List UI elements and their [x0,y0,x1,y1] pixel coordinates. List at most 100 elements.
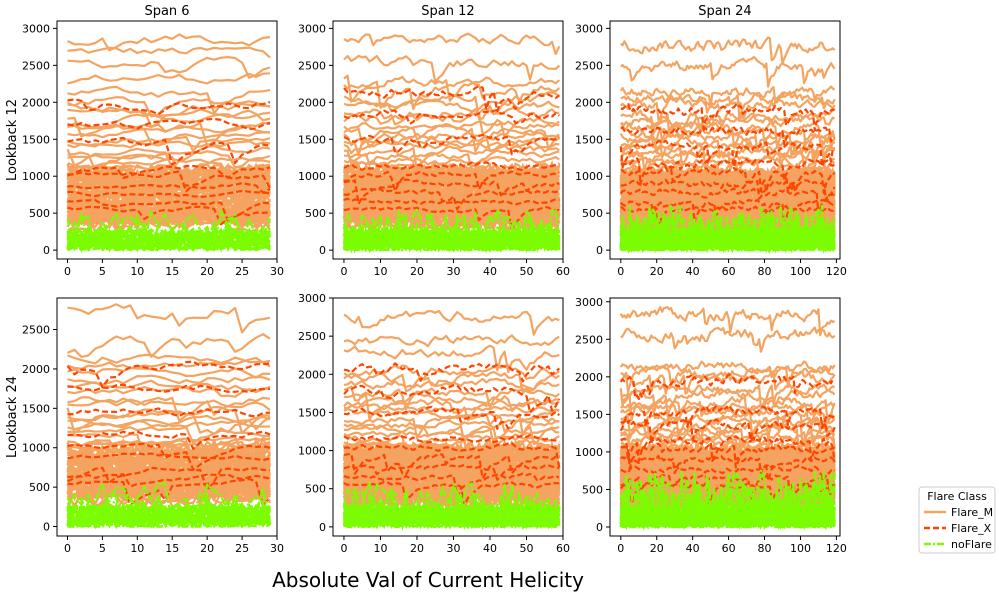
series-line-flare-x [343,384,561,414]
x-tick-label: 50 [519,265,533,278]
series-line-flare-m [343,74,561,103]
x-tick-label: 0 [617,265,624,278]
x-tick-label: 0 [617,542,624,555]
series-line-flare-m [67,33,271,52]
series-line-noflare [67,229,271,252]
series-line-flare-m [343,54,561,83]
series-line-flare-m [343,459,561,485]
x-tick-label: 30 [446,265,460,278]
y-tick-label: 3000 [575,22,603,35]
legend: Flare Class Flare_M Flare_X noFlare [918,486,996,554]
series-line-flare-x [343,405,561,430]
series-line-noflare [66,481,272,527]
series-line-flare-x [343,197,560,206]
subplot-grid: 0 5 10 15 20 25 30050010001500200025003000Span… [5,4,847,555]
y-tick-label: 1500 [575,133,603,146]
series-line-flare-x [67,136,271,166]
x-tick-label: 60 [556,265,570,278]
series-line-flare-m [620,55,836,88]
series-line-flare-x [67,473,271,488]
y-tick-label: 1000 [22,170,50,183]
y-tick-label: 1000 [575,446,603,459]
series-line-flare-x [66,360,271,389]
axes-frame [609,297,841,537]
x-tick-label: 120 [826,265,847,278]
series-line-flare-m [66,164,272,188]
series-line-flare-x [343,205,560,231]
series-line-flare-x [343,442,561,468]
x-tick-label: 0 [64,542,71,555]
x-tick-label: 40 [686,265,700,278]
y-tick-label: 0 [319,244,326,257]
series-line-flare-x [343,472,560,498]
y-tick-label: 1500 [575,408,603,421]
x-tick-label: 10 [373,542,387,555]
y-tick-label: 0 [596,244,603,257]
series-line-flare-m [619,183,836,210]
series-line-noflare [66,501,271,529]
x-tick-label: 0 [340,542,347,555]
series-line-flare-m [620,96,836,122]
series-line-flare-x [620,418,836,445]
axes-frame [332,20,564,260]
series-line-noflare [67,227,271,252]
y-tick-label: 1500 [298,406,326,419]
series-line-flare-m [67,398,271,411]
x-tick-label: 0 [64,265,71,278]
series-line-flare-m [67,303,271,334]
series-line-flare-x [620,103,836,132]
series-line-noflare [66,503,271,529]
subplot-title: Span 12 [421,4,474,19]
y-tick-label: 2500 [22,59,50,72]
series-line-flare-m [66,457,271,477]
series-line-noflare [619,216,836,252]
series-line-flare-m [343,412,560,440]
x-tick-label: 30 [270,265,284,278]
series-line-flare-m [342,161,561,187]
series-lines [619,306,836,532]
series-line-flare-x [619,405,835,432]
series-line-flare-m [343,364,560,381]
series-line-flare-x [67,170,271,193]
x-tick-label: 20 [410,542,424,555]
series-line-flare-m [67,85,271,115]
series-line-flare-m [620,150,836,178]
series-line-flare-x [343,108,560,125]
series-line-flare-m [66,169,271,194]
legend-frame [918,486,996,554]
series-line-noflare [619,225,836,254]
series-line-flare-m [343,112,560,138]
x-tick-label: 20 [200,265,214,278]
series-line-flare-m [343,424,560,446]
series-lines [342,32,561,254]
series-line-noflare [342,502,561,530]
series-line-flare-x [67,182,271,194]
x-tick-label: 40 [686,542,700,555]
series-line-flare-x [620,157,836,186]
series-line-flare-x [343,170,560,193]
series-line-noflare [66,503,271,528]
series-line-flare-x [67,189,271,198]
x-tick-label: 100 [790,542,811,555]
series-line-flare-x [620,125,835,146]
series-line-flare-m [619,360,836,388]
series-line-noflare [66,503,271,528]
subplot-lb12-span12: 0 10 20 30 40 50 60 0 500 1000 1500 2000 2500 3000 Spa… [298,4,570,278]
series-line-flare-m [343,309,560,336]
x-tick-label: 25 [235,542,249,555]
series-line-flare-m [66,437,271,465]
series-line-flare-m [67,444,271,467]
series-line-noflare [619,503,836,531]
series-line-flare-m [67,386,271,398]
series-line-flare-m [619,85,836,108]
y-tick-label: 2500 [22,324,50,337]
y-tick-label: 1500 [22,133,50,146]
series-line-flare-m [343,427,560,447]
axes-frame [56,297,278,537]
series-line-noflare [66,227,271,251]
series-line-flare-m [343,417,560,431]
series-line-noflare [343,226,561,253]
x-tick-label: 25 [235,265,249,278]
subplot-lb12-span6: 0 5 10 15 20 25 30 0 500 1000 1500 2000 2500 3000 Span… [5,4,284,278]
x-tick-label: 60 [556,542,570,555]
